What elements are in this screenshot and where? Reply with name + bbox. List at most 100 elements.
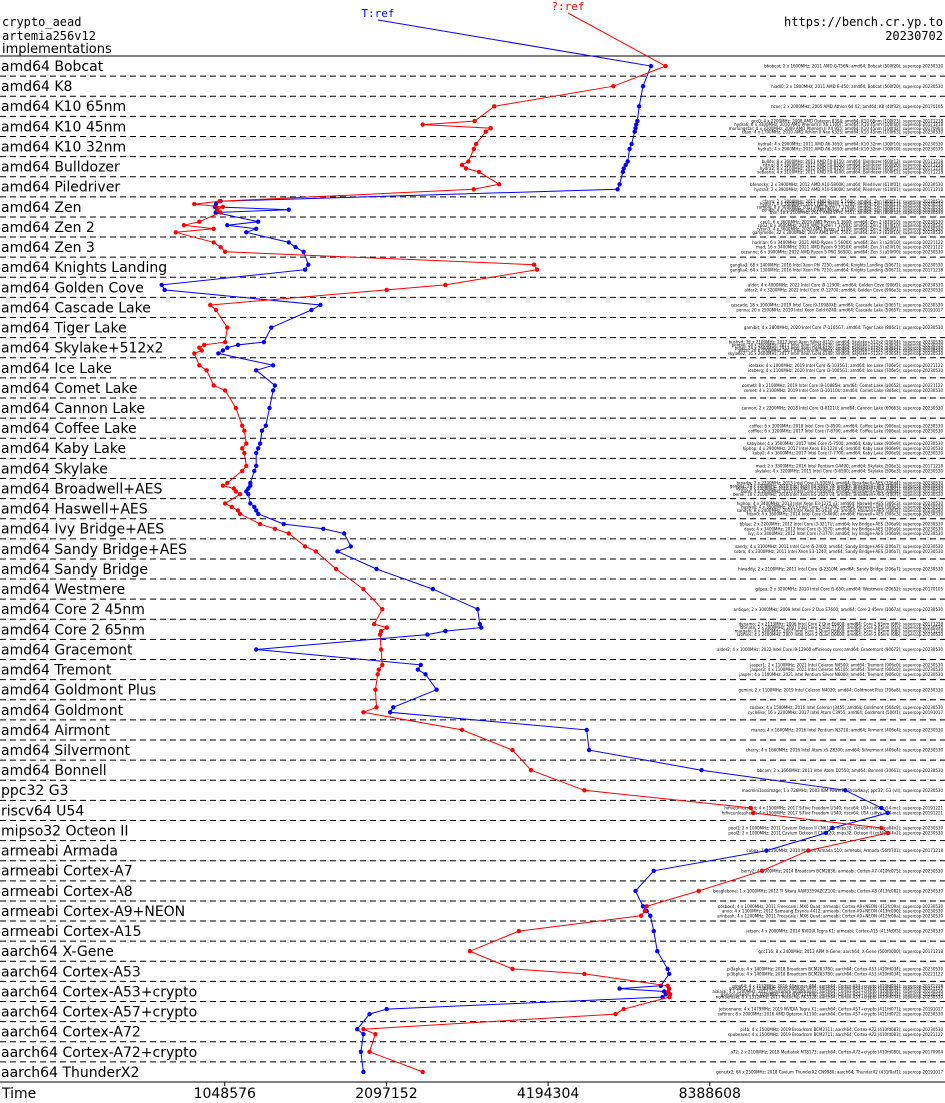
series-t-ref-point [348,544,353,549]
series-q-ref-point [211,226,216,231]
series-t-ref-point [627,146,632,152]
machine-note: a72; 2 x 2100MHz; 2018 Mediatek MT8173; … [730,1049,943,1054]
machine-note: ganymede; 32 x 3000MHz; 2019 AMD EPYC 75… [752,230,943,235]
site-url[interactable]: https://bench.cr.yp.to [784,15,943,29]
row-label: amd64 Goldmont [1,703,124,719]
series-t-ref-point [625,159,630,164]
machine-note: alder2; 4 x 3200MHz; 2022 Intel Core i7-… [744,287,943,292]
series-q-ref-point [202,342,207,348]
series-q-ref-point [218,210,223,215]
row-label: amd64 Zen 2 [1,220,95,236]
series-q-ref-point [516,928,522,934]
machine-note: antique; 2 x 3000MHz; 2009 Intel Core 2 … [734,607,944,612]
machine-note: skylake2; 16 x 2600MHz; 2017 Intel Xeon … [728,351,944,356]
machine-note: softiron; 8 x 2000MHz; 2016 AMD Opteron … [718,1012,944,1017]
machine-note: cpu2; 8 x 3600MHz; 2019 AMD Ryzen 7 3700… [758,223,944,228]
series-t-ref-point [823,830,829,836]
machine-note: hydra2; 8 x 3100MHz; 2012 AMD FX-8120; a… [760,166,944,171]
series-q-ref-point [233,405,239,411]
series-q-ref-point [373,1032,378,1037]
series-q-ref-point [374,705,379,710]
machine-note: jasper; 4 x 1100MHz; 2021 Intel Pentium … [738,672,943,677]
series-q-ref-point [173,230,178,235]
machine-note: haswell; 4 x 3500MHz; 2013 Intel Core i7… [741,504,943,509]
series-q-ref-point [376,667,381,672]
series-t-ref-point [621,166,626,171]
row-label: amd64 Knights Landing [1,260,167,276]
machine-note: gcc116; 8 x 2400MHz; 2013 APM X-Gene; aa… [758,949,943,954]
row-label: ppc32 G3 [1,783,69,799]
series-t-ref-point [272,383,278,388]
row-label: amd64 Cannon Lake [1,401,145,417]
series-t-ref-point [248,501,253,506]
machine-note: morningstar; 4 x 3200MHz; 2009 AMD Pheno… [729,126,944,131]
row-label: amd64 Zen [1,200,81,216]
machine-note: ganglia3; 68 x 1400MHz; 2016 Intel Xeon … [730,262,943,267]
machine-note: berry2; 4 x 900MHz; 2014 Broadcom BCM283… [741,868,943,873]
series-t-ref-point [306,262,311,267]
machine-note: dynamo; 2 x 2133MHz; 2006 Intel Core 2 D… [739,622,944,627]
series-q-ref-point [384,287,389,293]
machine-note: cherry; 4 x 1660MHz; 2016 Intel Atom x5-… [746,748,944,753]
series-t-ref-point [261,339,267,345]
row-label: amd64 Golden Cove [1,280,144,296]
series-t-ref-point [648,913,653,918]
series-t-ref-point [879,805,884,811]
machine-note: thin; 16 x 2100MHz; 2017 AMD EPYC 7551; … [770,210,944,215]
series-q-ref-point [208,302,213,308]
series-q-ref-point [375,672,380,677]
row-label: amd64 Airmont [1,723,110,739]
x-axis-label: Time [1,1086,36,1102]
benchmark-date: 20230702 [885,29,943,43]
algorithm-name: artemia256v12 [2,29,96,43]
series-t-ref-point [764,848,769,853]
series-t-ref-point [651,928,656,934]
series-t-ref-point [387,710,393,715]
row-label: amd64 Tiger Lake [1,321,127,337]
series-q-ref-point [361,1027,366,1032]
series-q-ref-point [466,159,471,164]
row-label: amd64 Gracemont [1,642,133,658]
machine-note: dayo; 4 x 3400MHz; 2012 Intel Core i5-35… [744,526,943,531]
machine-note: hydra7; 4 x 3500MHz; 2017 AMD Ryzen 7 17… [760,202,944,207]
machine-note: sandy; 4 x 3100MHz; 2011 Intel Core i5-2… [735,544,943,549]
series-t-ref-point [244,230,249,235]
series-q-ref-point [242,450,247,456]
series-q-ref-point [213,307,219,313]
machine-note: iceberg; 4 x 1100MHz; 2020 Intel Core i3… [748,368,943,373]
series-q-ref-point [225,480,230,486]
series-q-ref-point [510,966,515,972]
machine-note: hydra5; 4 x 2900MHz; 2011 AMD A6-3650; a… [758,147,944,152]
row-label: amd64 Goldmont Plus [1,683,156,699]
series-q-ref-point [333,566,339,572]
machine-note: hiphop; 4 x 3400MHz; 2013 Intel Xeon E3-… [737,501,944,506]
series-t-ref-point [355,1027,360,1032]
series-t-ref-point [665,966,670,972]
machine-note: beaglebone; 1 x 1000MHz; 2012 TI Sitara … [713,888,943,893]
series-q-ref-point [211,240,216,245]
series-t-ref-point [586,747,592,753]
machine-note: cpu1; 6 x 3600MHz; 2019 AMD Ryzen 5 3600… [760,219,943,224]
machine-note: hiphop; 4 x 2900MHz; 2017 Intel Xeon E3-… [743,446,944,451]
machine-note: latinate; 2 x 2000MHz; 2007 Intel Core 2… [740,625,944,630]
machine-note: titan0; 4 x 3600MHz; 2014 Intel Core i5-… [747,512,943,517]
row-label: amd64 Westmere [1,582,125,598]
row-label: amd64 Kaby Lake [1,441,126,457]
series-t-ref-point [635,118,640,124]
series-q-ref-point [467,949,473,954]
machine-note: ganglia; 24 x 2200MHz; 2016 Intel Xeon E… [730,483,944,488]
series-t-ref-point [263,423,268,428]
series-q-ref-point [496,182,502,187]
machine-note: hifiveunleashed2; 4 x 1500MHz; 2017 SiFi… [722,811,944,816]
machine-note: broadw; 2 x 2200MHz; 2015 Intel Core i3-… [736,480,943,485]
series-q-ref-point [534,267,540,272]
series-t-ref-point [584,727,589,733]
row-label: mipso32 Octeon II [1,823,129,839]
series-t-ref-point [254,463,259,469]
series-q-ref-point [199,348,204,353]
series-q-ref-point [642,908,647,914]
machine-note: cubox; 1 x 1200MHz; 2010 Marvell Armada … [747,848,944,853]
machine-note: ganglia4; 64 x 1300MHz; 2016 Intel Xeon … [730,267,943,272]
row-label: amd64 K8 [1,79,72,95]
series-q-ref-point [218,244,223,250]
